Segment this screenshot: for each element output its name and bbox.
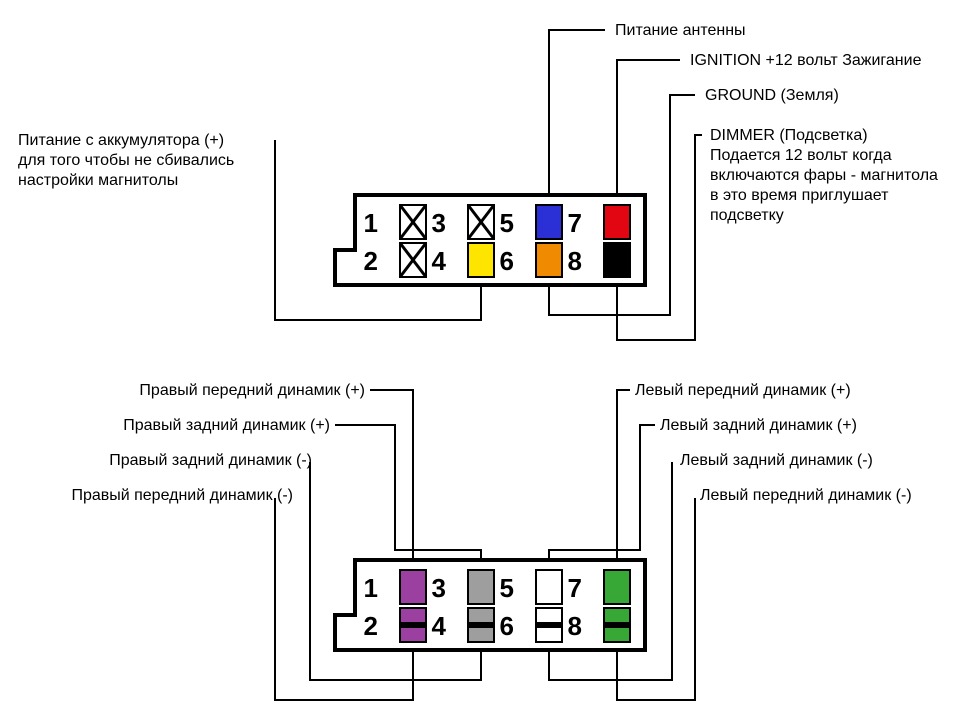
- pin-1-number: 1: [364, 208, 378, 238]
- top-right-labels-label-2: GROUND (Земля): [705, 87, 839, 104]
- pin-6: [536, 243, 562, 277]
- pin-2-number: 2: [364, 611, 378, 641]
- bottom-right-labels-label-1: Левый задний динамик (+): [660, 417, 857, 434]
- bottom-right-labels-label-0: Левый передний динамик (+): [635, 382, 851, 399]
- pin-6-stripe: [536, 622, 562, 628]
- pin-5-number: 5: [500, 208, 514, 238]
- pin-2-number: 2: [364, 246, 378, 276]
- bottom-left-labels-label-1: Правый задний динамик (+): [123, 417, 330, 434]
- pin-7-number: 7: [568, 208, 582, 238]
- bottom-left-labels-label-2: Правый задний динамик (-): [109, 452, 312, 469]
- pin-7: [604, 205, 630, 239]
- pin-1: [400, 570, 426, 604]
- pin-6-number: 6: [500, 611, 514, 641]
- pin-8-number: 8: [568, 611, 582, 641]
- top-right-labels-label-3-line1: Подается 12 вольт когда: [710, 147, 892, 164]
- connector-1: 1 2 3 4 5 6 7 8: [335, 195, 645, 285]
- pin-7-number: 7: [568, 573, 582, 603]
- pin-3: [468, 570, 494, 604]
- pin-5: [536, 205, 562, 239]
- pin-4: [468, 243, 494, 277]
- pin-7: [604, 570, 630, 604]
- pin-8-number: 8: [568, 246, 582, 276]
- top-right-labels-label-3-line4: подсветку: [710, 207, 784, 224]
- pin-1-number: 1: [364, 573, 378, 603]
- pin-5: [536, 570, 562, 604]
- bottom-right-labels-label-2: Левый задний динамик (-): [680, 452, 873, 469]
- pin-8-stripe: [604, 622, 630, 628]
- pin-8: [604, 243, 630, 277]
- bottom-right-labels-label-3: Левый передний динамик (-): [700, 487, 912, 504]
- bottom-left-labels-label-3: Правый передний динамик (-): [71, 487, 293, 504]
- pin-4-stripe: [468, 622, 494, 628]
- pin-4-number: 4: [432, 611, 447, 641]
- pin-5-number: 5: [500, 573, 514, 603]
- top-right-labels-label-0: Питание антенны: [615, 22, 746, 39]
- pin-2-stripe: [400, 622, 426, 628]
- bottom-left-labels-label-0: Правый передний динамик (+): [139, 382, 365, 399]
- top-left-labels-label-0-line0: Питание с аккумулятора (+): [18, 132, 224, 149]
- pin-3-number: 3: [432, 208, 446, 238]
- pin-6-number: 6: [500, 246, 514, 276]
- pin-4-number: 4: [432, 246, 447, 276]
- top-right-labels-label-3-line3: в это время приглушает: [710, 187, 889, 204]
- top-right-labels-label-1: IGNITION +12 вольт Зажигание: [690, 52, 922, 69]
- pin-3-number: 3: [432, 573, 446, 603]
- top-left-labels-label-0-line1: для того чтобы не сбивались: [18, 152, 234, 169]
- top-right-labels-label-3-line2: включаются фары - магнитола: [710, 167, 938, 184]
- top-left-labels-label-0-line2: настройки магнитолы: [18, 172, 178, 189]
- connector-2: 1 2 3 4 5 6 7 8: [335, 560, 645, 650]
- top-right-labels-label-3-line0: DIMMER (Подсветка): [710, 127, 868, 144]
